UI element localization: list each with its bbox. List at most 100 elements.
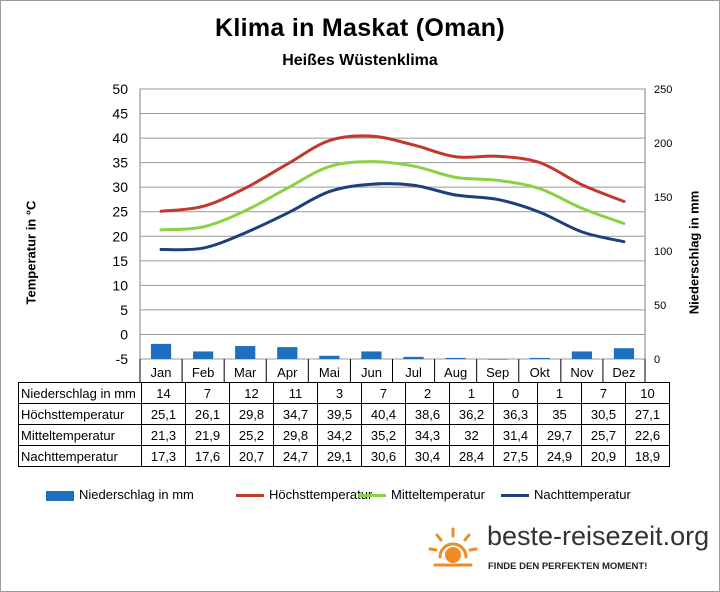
legend-swatch bbox=[236, 494, 264, 498]
table-cell: 7 bbox=[581, 382, 626, 404]
table-cell: 12 bbox=[229, 382, 274, 404]
table-cell: 30,5 bbox=[581, 403, 626, 425]
table-cell: 35 bbox=[537, 403, 582, 425]
table-cell: 26,1 bbox=[185, 403, 230, 425]
y-tick-label-left: 10 bbox=[112, 277, 128, 293]
x-tick-label: Sep bbox=[486, 365, 509, 380]
row-header: Mitteltemperatur bbox=[18, 424, 142, 446]
table-cell: 21,9 bbox=[185, 424, 230, 446]
table-cell: 24,7 bbox=[273, 445, 318, 467]
table-cell: 21,3 bbox=[141, 424, 186, 446]
table-cell: 30,6 bbox=[361, 445, 406, 467]
precipitation-bar bbox=[529, 357, 550, 359]
table-cell: 27,1 bbox=[625, 403, 670, 425]
plot-area bbox=[139, 88, 646, 360]
table-cell: 17,3 bbox=[141, 445, 186, 467]
y-tick-label-left: 45 bbox=[112, 106, 128, 122]
legend-label: Niederschlag in mm bbox=[79, 487, 194, 502]
y-axis-label-right: Niederschlag in mm bbox=[686, 190, 702, 315]
table-cell: 29,7 bbox=[537, 424, 582, 446]
table-cell: 3 bbox=[317, 382, 362, 404]
y-tick-label-left: 35 bbox=[112, 155, 128, 171]
table-cell: 34,3 bbox=[405, 424, 450, 446]
row-header: Höchsttemperatur bbox=[18, 403, 142, 425]
precipitation-bar bbox=[277, 347, 298, 359]
table-cell: 36,2 bbox=[449, 403, 494, 425]
legend-item-precipitation: Niederschlag in mm bbox=[46, 487, 194, 502]
chart-subtitle: Heißes Wüstenklima bbox=[282, 52, 438, 69]
table-cell: 36,3 bbox=[493, 403, 538, 425]
legend-label: Nachttemperatur bbox=[534, 487, 631, 502]
sun-logo-icon bbox=[428, 527, 478, 567]
table-cell: 22,6 bbox=[625, 424, 670, 446]
y-tick-label-right: 0 bbox=[654, 354, 660, 366]
y-tick-label-left: 40 bbox=[112, 130, 128, 146]
table-cell: 38,6 bbox=[405, 403, 450, 425]
night-temperature-line bbox=[159, 182, 626, 252]
table-cell: 28,4 bbox=[449, 445, 494, 467]
table-cell: 0 bbox=[493, 382, 538, 404]
table-cell: 2 bbox=[405, 382, 450, 404]
table-cell: 7 bbox=[361, 382, 406, 404]
table-cell: 7 bbox=[185, 382, 230, 404]
table-cell: 17,6 bbox=[185, 445, 230, 467]
table-cell: 35,2 bbox=[361, 424, 406, 446]
y-tick-label-left: -5 bbox=[116, 351, 129, 367]
y-tick-label-right: 50 bbox=[654, 300, 666, 312]
legend-swatch bbox=[501, 494, 529, 498]
row-header: Niederschlag in mm bbox=[18, 382, 142, 404]
table-cell: 34,2 bbox=[317, 424, 362, 446]
table-cell: 40,4 bbox=[361, 403, 406, 425]
x-tick-label: Feb bbox=[192, 365, 214, 380]
precipitation-bar bbox=[487, 359, 508, 360]
y-tick-label-right: 200 bbox=[654, 138, 672, 150]
precipitation-bar bbox=[403, 356, 424, 359]
logo-tagline: FINDE DEN PERFEKTEN MOMENT! bbox=[488, 561, 648, 572]
x-tick-label: Nov bbox=[570, 365, 594, 380]
table-cell: 30,4 bbox=[405, 445, 450, 467]
y-tick-label-left: 25 bbox=[112, 204, 128, 220]
table-cell: 24,9 bbox=[537, 445, 582, 467]
x-tick-label: Jul bbox=[405, 365, 422, 380]
precipitation-bar bbox=[150, 343, 172, 359]
precipitation-bar bbox=[613, 348, 635, 359]
table-cell: 34,7 bbox=[273, 403, 318, 425]
precipitation-bar bbox=[235, 346, 256, 359]
precipitation-bar bbox=[445, 357, 466, 359]
table-cell: 20,9 bbox=[581, 445, 626, 467]
precipitation-bar bbox=[361, 351, 382, 359]
table-cell: 20,7 bbox=[229, 445, 274, 467]
table-row: Niederschlag in mm 14 7 12 11 3 7 2 1 0 … bbox=[18, 382, 670, 404]
chart-title: Klima in Maskat (Oman) bbox=[215, 14, 505, 42]
y-tick-label-right: 100 bbox=[654, 246, 672, 258]
y-tick-label-right: 150 bbox=[654, 192, 672, 204]
mean-temperature-line bbox=[159, 160, 626, 232]
table-cell: 1 bbox=[449, 382, 494, 404]
y-tick-label-right: 250 bbox=[654, 84, 672, 96]
table-cell: 39,5 bbox=[317, 403, 362, 425]
table-row: Höchsttemperatur 25,1 26,1 29,8 34,7 39,… bbox=[18, 403, 670, 425]
table-cell: 27,5 bbox=[493, 445, 538, 467]
table-cell: 31,4 bbox=[493, 424, 538, 446]
legend-item-mean-temp: Mitteltemperatur bbox=[358, 487, 485, 502]
y-axis-label-left: Temperatur in °C bbox=[23, 200, 39, 305]
legend-swatch bbox=[46, 490, 74, 501]
table-cell: 18,9 bbox=[625, 445, 670, 467]
y-tick-label-left: 15 bbox=[112, 253, 128, 269]
legend-label: Höchsttemperatur bbox=[269, 487, 373, 502]
x-tick-label: Jun bbox=[361, 365, 382, 380]
x-tick-label: Mai bbox=[319, 365, 340, 380]
y-tick-label-left: 5 bbox=[120, 302, 128, 318]
table-cell: 29,8 bbox=[273, 424, 318, 446]
table-cell: 14 bbox=[141, 382, 186, 404]
table-cell: 25,7 bbox=[581, 424, 626, 446]
table-cell: 1 bbox=[537, 382, 582, 404]
table-cell: 25,2 bbox=[229, 424, 274, 446]
x-tick-label: Dez bbox=[612, 365, 635, 380]
table-cell: 11 bbox=[273, 382, 318, 404]
y-tick-label-left: 20 bbox=[112, 228, 128, 244]
precipitation-bar bbox=[571, 351, 592, 359]
x-tick-label: Apr bbox=[277, 365, 298, 380]
table-row: Mitteltemperatur 21,3 21,9 25,2 29,8 34,… bbox=[18, 424, 670, 446]
